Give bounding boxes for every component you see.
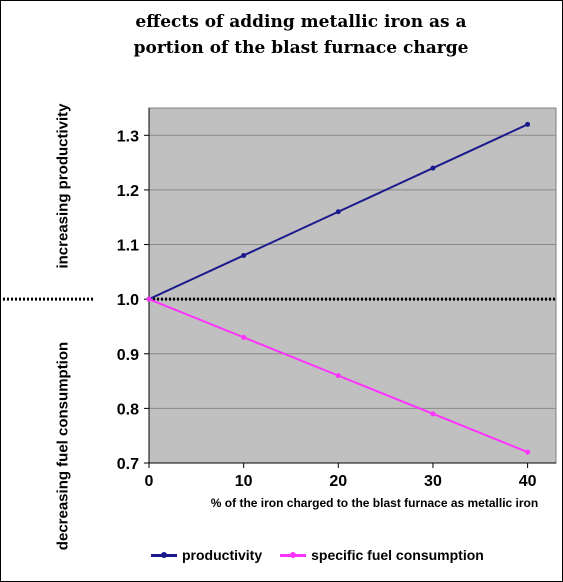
y-tick-label: 1.2	[117, 183, 139, 200]
data-point-fuel	[146, 296, 152, 302]
y-tick-label: 1.3	[117, 128, 139, 145]
y-tick-label: 0.9	[117, 347, 139, 364]
data-point-productivity	[241, 252, 247, 258]
y-tick-label: 1.0	[117, 292, 139, 309]
x-axis-label: % of the iron charged to the blast furna…	[211, 496, 538, 510]
legend-swatch-fuel	[280, 551, 307, 558]
x-tick-label: 10	[235, 473, 253, 490]
y-tick-label: 1.1	[117, 238, 139, 255]
plot-area	[148, 107, 557, 464]
x-tick-label: 40	[519, 473, 537, 490]
legend: productivity specific fuel consumption	[151, 547, 484, 563]
data-point-fuel	[525, 449, 531, 455]
legend-swatch-productivity	[151, 551, 177, 558]
data-point-productivity	[525, 121, 531, 127]
data-point-productivity	[430, 165, 436, 171]
x-tick-label: 30	[424, 473, 442, 490]
y-tick-label: 0.8	[117, 401, 139, 418]
x-tick-label: 20	[329, 473, 347, 490]
y-tick-label: 0.7	[117, 456, 139, 473]
data-point-fuel	[430, 411, 436, 417]
x-tick-label: 0	[145, 473, 154, 490]
data-point-productivity	[335, 209, 341, 215]
legend-label-fuel: specific fuel consumption	[311, 547, 484, 563]
legend-label-productivity: productivity	[182, 547, 263, 563]
legend-item-productivity: productivity	[151, 547, 262, 563]
chart-title: effects of adding metallic iron as a por…	[101, 9, 501, 61]
data-point-fuel	[335, 373, 341, 379]
data-point-fuel	[241, 334, 247, 340]
chart-title-line-1: effects of adding metallic iron as a	[135, 12, 467, 32]
chart-title-line-2: portion of the blast furnace charge	[133, 38, 469, 58]
legend-item-fuel: specific fuel consumption	[280, 547, 484, 563]
